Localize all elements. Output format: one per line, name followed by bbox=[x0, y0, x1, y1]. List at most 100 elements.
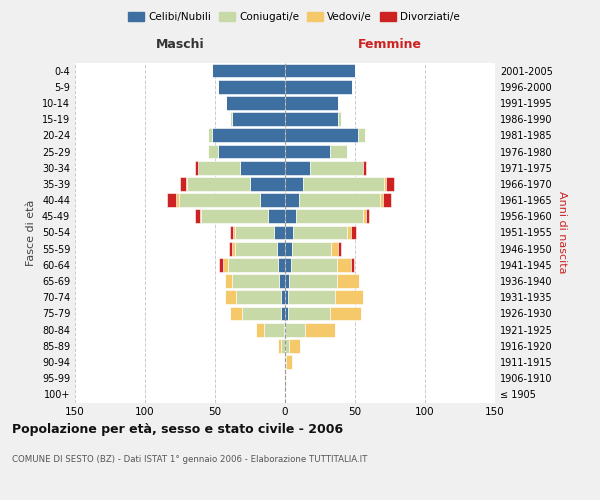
Bar bbox=[268, 210, 285, 223]
Bar bbox=[347, 226, 351, 239]
Bar bbox=[180, 177, 185, 191]
Bar bbox=[385, 177, 386, 191]
Bar bbox=[366, 210, 369, 223]
Bar bbox=[230, 306, 242, 320]
Bar bbox=[358, 128, 365, 142]
Bar bbox=[285, 80, 352, 94]
Bar bbox=[303, 177, 385, 191]
Bar bbox=[218, 80, 285, 94]
Bar bbox=[233, 226, 235, 239]
Bar bbox=[364, 161, 366, 174]
Bar bbox=[208, 128, 212, 142]
Bar bbox=[285, 96, 338, 110]
Bar bbox=[285, 64, 355, 78]
Bar bbox=[338, 242, 341, 256]
Bar bbox=[212, 128, 285, 142]
Bar bbox=[330, 144, 347, 158]
Bar bbox=[296, 210, 364, 223]
Bar bbox=[285, 242, 292, 256]
Bar bbox=[225, 290, 236, 304]
Bar bbox=[230, 226, 233, 239]
Bar bbox=[223, 258, 227, 272]
Bar bbox=[230, 112, 232, 126]
Bar bbox=[281, 339, 285, 352]
Bar bbox=[288, 290, 335, 304]
Text: COMUNE DI SESTO (BZ) - Dati ISTAT 1° gennaio 2006 - Elaborazione TUTTITALIA.IT: COMUNE DI SESTO (BZ) - Dati ISTAT 1° gen… bbox=[12, 455, 367, 464]
Bar bbox=[185, 177, 187, 191]
Bar bbox=[305, 323, 335, 336]
Bar bbox=[196, 161, 198, 174]
Bar bbox=[285, 339, 289, 352]
Bar bbox=[278, 258, 285, 272]
Y-axis label: Fasce di età: Fasce di età bbox=[26, 200, 36, 266]
Bar bbox=[285, 128, 358, 142]
Bar bbox=[285, 210, 296, 223]
Bar bbox=[198, 161, 240, 174]
Bar bbox=[227, 258, 278, 272]
Bar bbox=[187, 177, 250, 191]
Bar bbox=[337, 274, 359, 288]
Bar bbox=[281, 306, 285, 320]
Bar bbox=[285, 355, 286, 369]
Bar bbox=[364, 210, 366, 223]
Bar bbox=[337, 258, 351, 272]
Text: Femmine: Femmine bbox=[358, 38, 422, 51]
Bar bbox=[225, 274, 232, 288]
Bar bbox=[232, 112, 285, 126]
Bar bbox=[285, 112, 338, 126]
Bar bbox=[200, 210, 201, 223]
Text: Maschi: Maschi bbox=[155, 38, 205, 51]
Bar bbox=[284, 323, 285, 336]
Bar bbox=[289, 339, 301, 352]
Bar bbox=[277, 242, 285, 256]
Bar bbox=[285, 323, 305, 336]
Bar bbox=[338, 112, 341, 126]
Bar bbox=[176, 193, 179, 207]
Bar bbox=[232, 242, 235, 256]
Bar bbox=[235, 242, 277, 256]
Bar bbox=[236, 290, 281, 304]
Bar bbox=[335, 290, 364, 304]
Bar bbox=[284, 355, 285, 369]
Bar bbox=[218, 144, 285, 158]
Bar bbox=[232, 274, 280, 288]
Y-axis label: Anni di nascita: Anni di nascita bbox=[557, 191, 566, 274]
Bar bbox=[240, 161, 285, 174]
Bar bbox=[351, 226, 356, 239]
Bar bbox=[208, 144, 218, 158]
Bar bbox=[201, 210, 268, 223]
Bar bbox=[235, 226, 274, 239]
Bar bbox=[196, 210, 200, 223]
Bar bbox=[260, 193, 285, 207]
Bar bbox=[288, 306, 330, 320]
Bar bbox=[383, 193, 391, 207]
Bar bbox=[274, 226, 285, 239]
Bar bbox=[285, 306, 288, 320]
Bar bbox=[281, 290, 285, 304]
Bar bbox=[285, 258, 290, 272]
Bar bbox=[292, 242, 331, 256]
Bar bbox=[226, 96, 285, 110]
Bar bbox=[285, 274, 289, 288]
Bar bbox=[289, 274, 337, 288]
Bar bbox=[293, 226, 347, 239]
Bar bbox=[386, 177, 394, 191]
Bar bbox=[229, 242, 232, 256]
Bar bbox=[179, 193, 260, 207]
Bar bbox=[299, 193, 380, 207]
Bar bbox=[219, 258, 223, 272]
Bar bbox=[167, 193, 176, 207]
Bar bbox=[290, 258, 337, 272]
Bar bbox=[331, 242, 338, 256]
Bar bbox=[285, 193, 299, 207]
Bar bbox=[285, 372, 286, 385]
Bar bbox=[285, 177, 303, 191]
Text: Popolazione per età, sesso e stato civile - 2006: Popolazione per età, sesso e stato civil… bbox=[12, 422, 343, 436]
Bar bbox=[285, 161, 310, 174]
Bar bbox=[351, 258, 353, 272]
Bar bbox=[250, 177, 285, 191]
Bar bbox=[256, 323, 264, 336]
Bar bbox=[212, 64, 285, 78]
Bar bbox=[280, 274, 285, 288]
Bar bbox=[286, 355, 292, 369]
